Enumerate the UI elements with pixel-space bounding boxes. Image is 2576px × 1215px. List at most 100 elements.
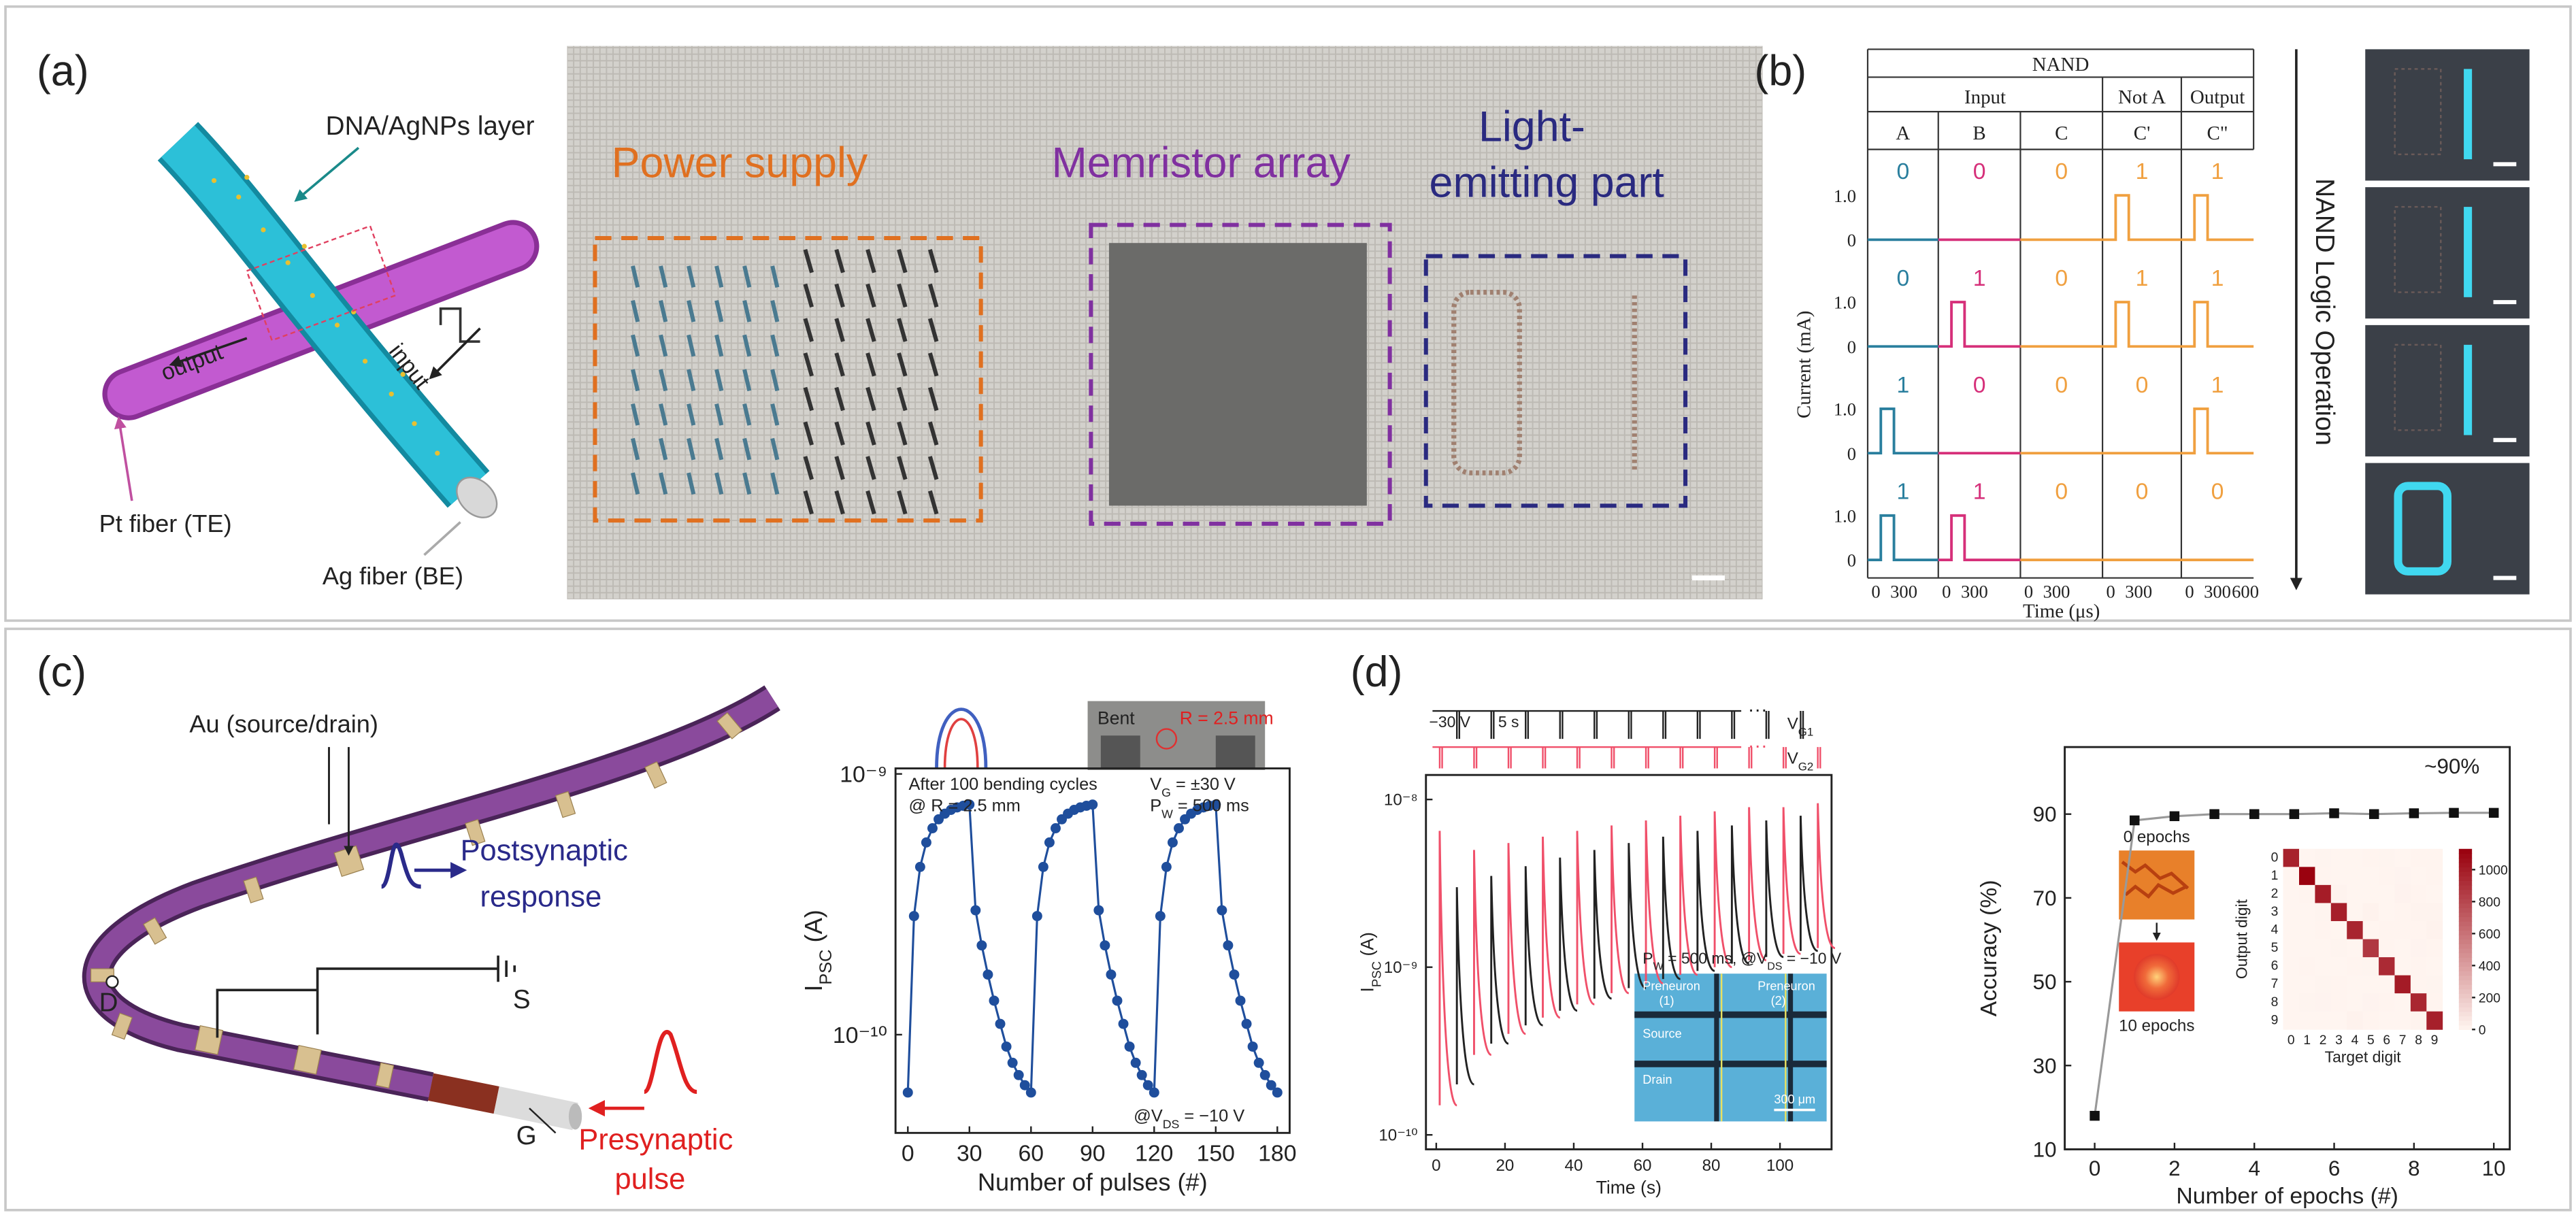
stitch (834, 318, 845, 342)
x-tick-label: 300 (2204, 582, 2231, 602)
x-tick-label: 3 (2335, 1033, 2343, 1048)
heat-cell (2299, 884, 2315, 903)
inset-label: 0 epochs (2124, 828, 2190, 846)
annotation: PW = 500 ms, @VDS = −10 V (1642, 950, 1842, 973)
y-tick-label: 1.0 (1834, 186, 1856, 206)
y-tick-label: 10⁻⁸ (1384, 791, 1418, 810)
y-axis-label: Accuracy (%) (1976, 880, 2002, 1016)
stitch (631, 265, 640, 288)
spike (1765, 820, 1784, 959)
y-tick-label: 1.0 (1834, 505, 1856, 526)
digit: 0 (2055, 265, 2068, 291)
stitch (714, 334, 724, 357)
colorbar-step (2458, 920, 2473, 927)
spike (1628, 843, 1647, 989)
panel-label: (b) (1754, 48, 1806, 95)
annotation: VG = ±30 V (1150, 775, 1236, 799)
colorbar-step (2458, 939, 2473, 944)
x-tick-label: 600 (2232, 582, 2259, 602)
colorbar-label: 800 (2479, 896, 2500, 910)
label: Au (source/drain) (189, 710, 378, 737)
data-marker (908, 911, 919, 922)
x-tick-label: 150 (1197, 1140, 1235, 1166)
table-header: Output (2190, 86, 2245, 108)
digit: 0 (2136, 372, 2149, 398)
colorbar-step (2458, 1002, 2473, 1008)
inset-label: (1) (1659, 994, 1674, 1008)
heat-cell (2347, 920, 2364, 940)
gate-pulse (1473, 747, 1478, 769)
data-marker (927, 823, 938, 833)
data-marker (1272, 1087, 1283, 1098)
stitch (897, 318, 908, 342)
colorbar-step (2458, 867, 2473, 872)
stitch (742, 403, 752, 426)
data-marker (1235, 995, 1246, 1006)
bending-photos (935, 701, 1266, 770)
spike (1799, 816, 1819, 952)
x-axis-label: Number of epochs (#) (2176, 1183, 2398, 1209)
x-tick-label: 0 (1942, 582, 1951, 602)
panel-label: (a) (37, 48, 89, 95)
heat-cell (2394, 848, 2411, 867)
heat-cell (2410, 939, 2427, 958)
stitch (770, 437, 780, 461)
heat-cell (2410, 975, 2427, 994)
label: Power supply (612, 139, 868, 187)
heat-cell (2379, 884, 2395, 903)
spike (1593, 850, 1612, 1000)
data-marker (1087, 799, 1098, 810)
heat-cell (2347, 939, 2364, 958)
x-axis-label: Time (μs) (2023, 600, 2100, 622)
heat-cell (2347, 993, 2364, 1012)
gate-pulse (1490, 711, 1495, 739)
stitch (631, 299, 640, 322)
led-photos (2290, 49, 2530, 595)
heat-cell (2410, 867, 2427, 886)
heat-cell (2330, 957, 2347, 976)
heat-cell (2299, 848, 2315, 867)
colorbar-label: 1000 (2479, 864, 2508, 878)
colorbar-step (2458, 894, 2473, 899)
colorbar-step (2458, 903, 2473, 908)
spike (1542, 836, 1561, 1019)
text-part: (A) (1357, 932, 1378, 961)
data-marker (1229, 969, 1240, 980)
x-tick-label: 20 (1496, 1156, 1515, 1175)
heat-cell (2330, 975, 2347, 994)
digit: 0 (1896, 265, 1909, 291)
label: DNA/AgNPs layer (326, 112, 535, 141)
y-tick-label: 1 (2271, 869, 2279, 883)
heat-cell (2379, 848, 2395, 867)
heat-cell (2410, 957, 2427, 976)
spike (1730, 825, 1750, 965)
data-marker (1217, 905, 1227, 916)
stitch (714, 437, 724, 461)
panel-label: (c) (37, 648, 86, 696)
digit: 0 (2055, 372, 2068, 398)
data-marker (1130, 1057, 1141, 1068)
digit: 1 (1896, 479, 1909, 505)
data-marker (1118, 1018, 1129, 1029)
data-marker (1253, 1057, 1264, 1068)
y-tick-label: 4 (2271, 923, 2279, 937)
heat-cell (2362, 975, 2379, 994)
heat-cell (2379, 867, 2395, 886)
subscript: W (1161, 807, 1173, 820)
data-marker (1149, 1087, 1159, 1098)
heat-cell (2426, 867, 2443, 886)
heat-cell (2379, 939, 2395, 958)
stitch (927, 283, 939, 308)
data-marker (2368, 809, 2379, 819)
x-tick-label: 2 (2319, 1033, 2327, 1048)
colorbar-step (2458, 889, 2473, 895)
y-tick-label: 3 (2271, 905, 2279, 919)
ellipsis: ··· (1748, 735, 1768, 756)
gate-pulse (1679, 747, 1684, 769)
gate-pulse (1525, 711, 1530, 739)
data-marker (2090, 1110, 2100, 1121)
subscript: PSC (816, 949, 836, 984)
stitch (834, 249, 845, 273)
